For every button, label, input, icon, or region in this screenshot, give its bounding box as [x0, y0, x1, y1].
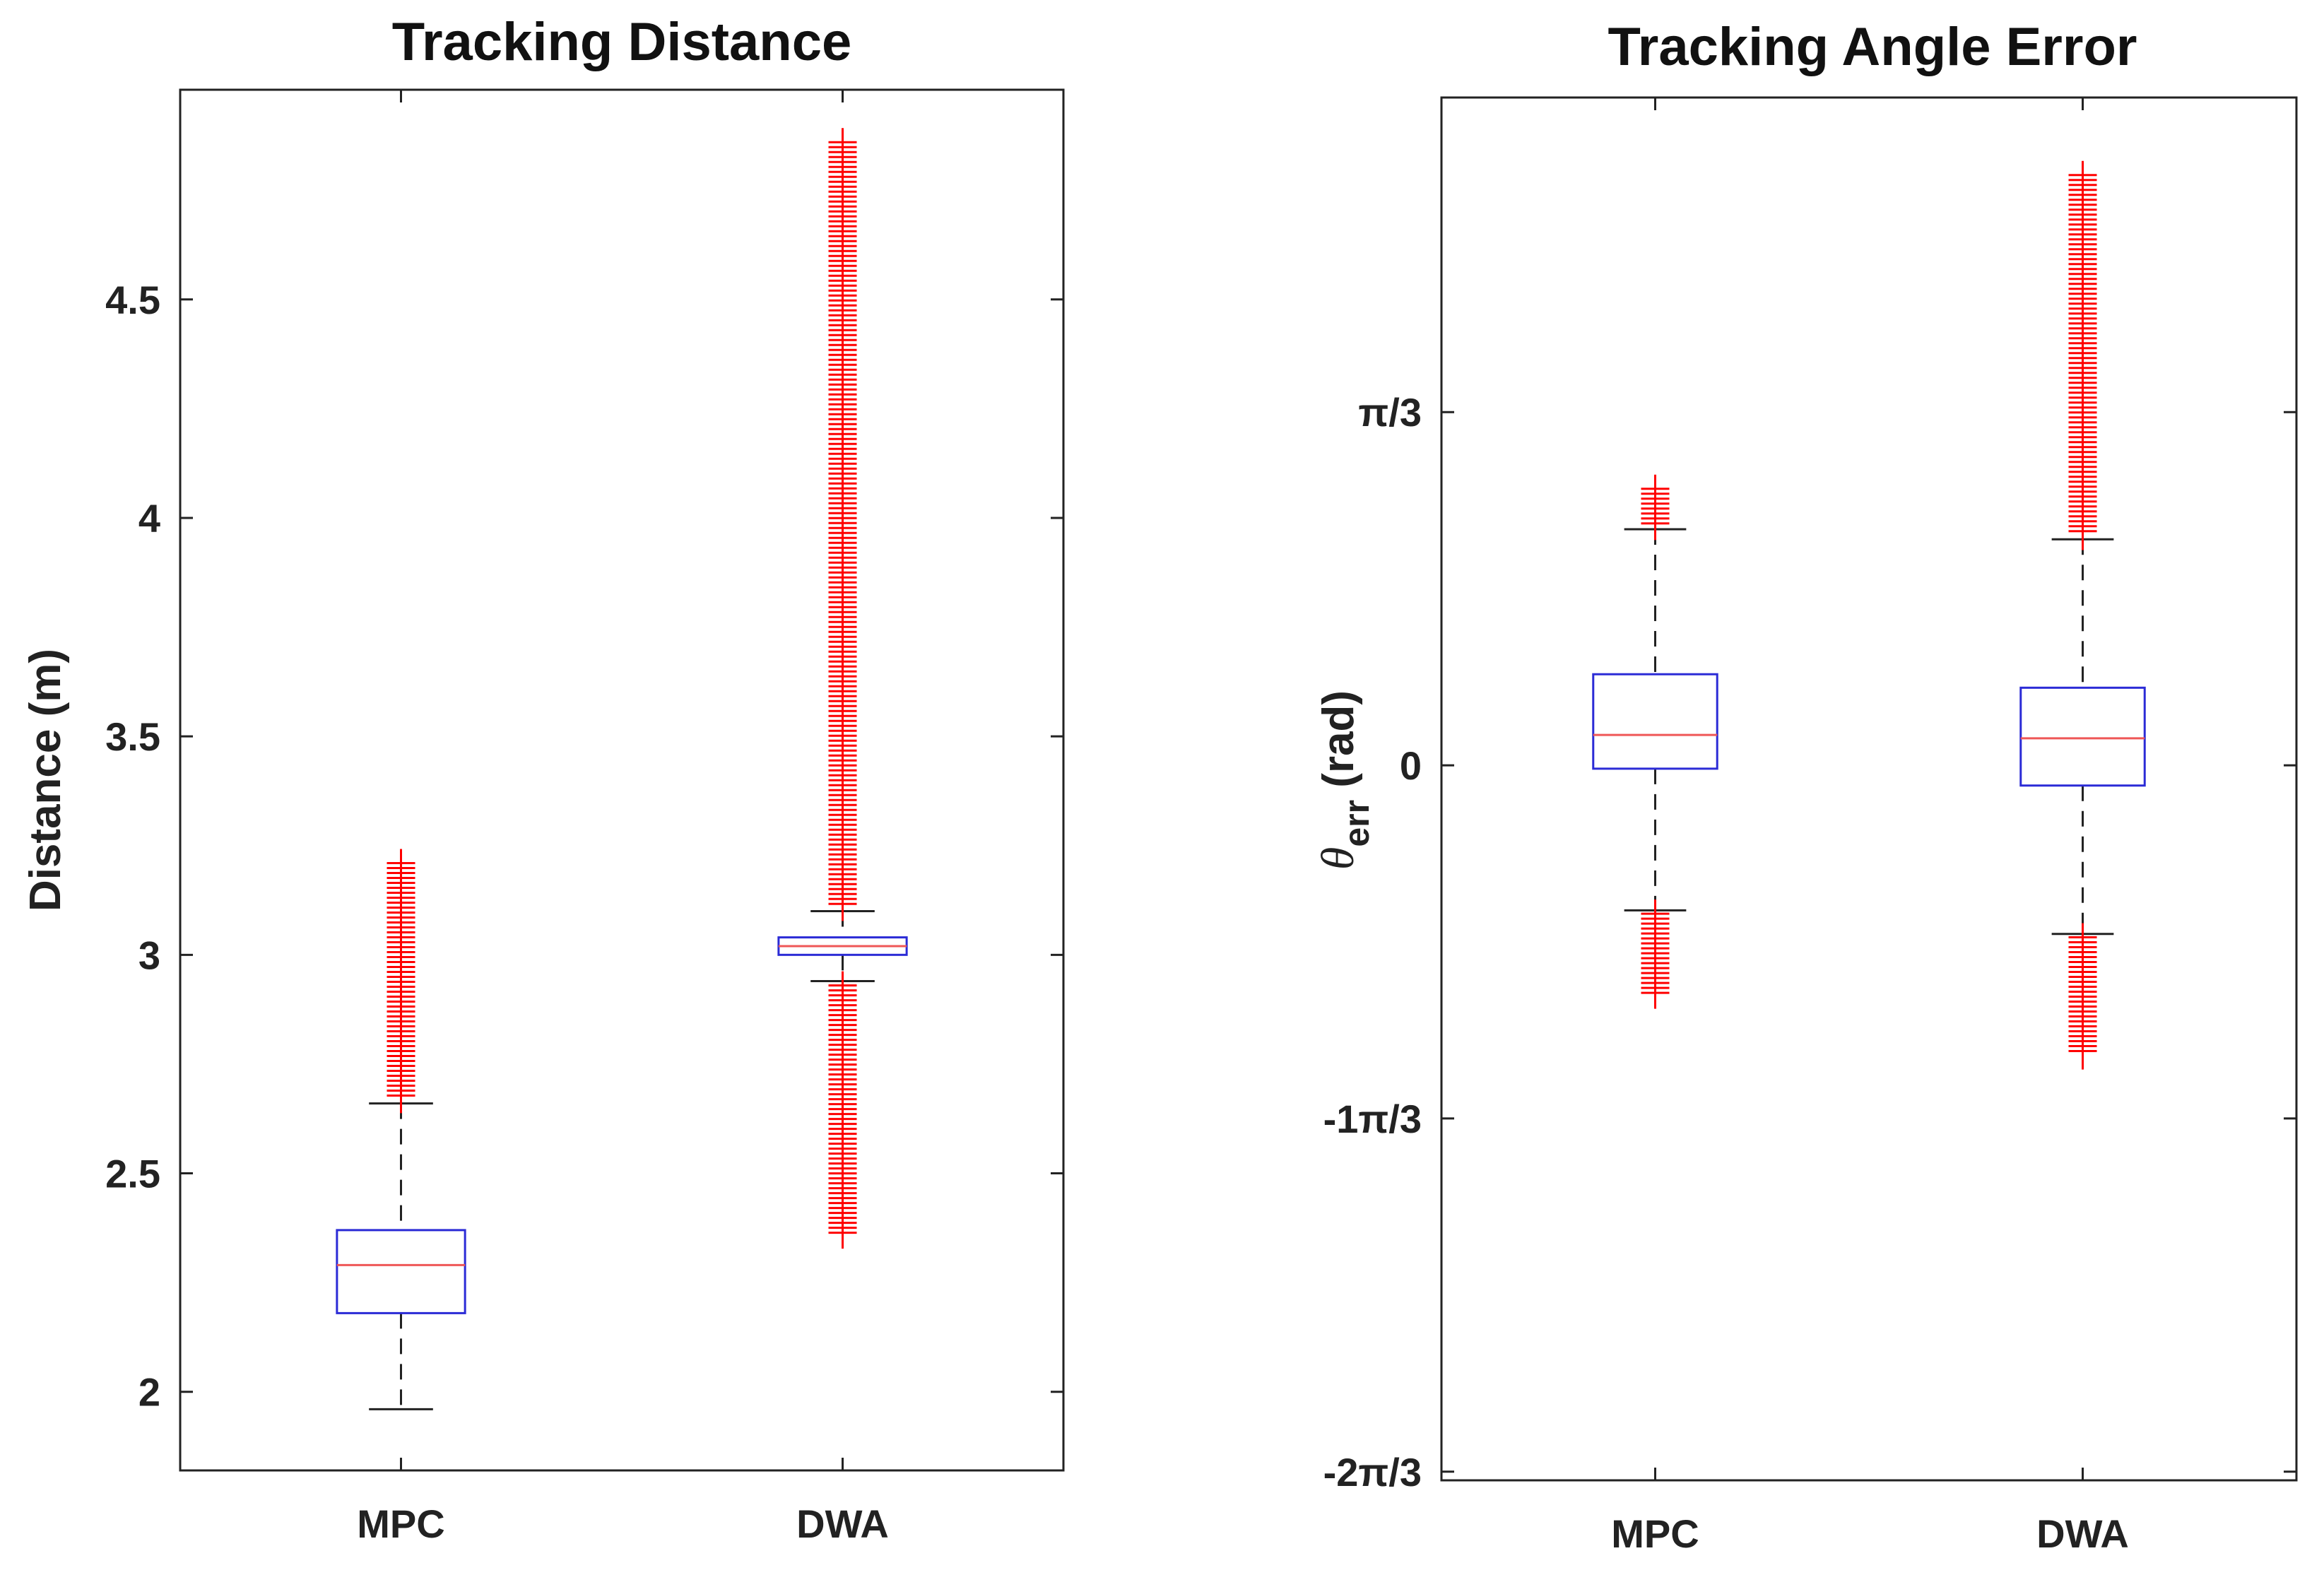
box-mpc [1592, 474, 1718, 1009]
y-ticks: 2 2.5 3 3.5 4 4.5 [105, 278, 1063, 1415]
panel-tracking-angle-error: Tracking Angle Error θerr (rad) -2π/3 -1π… [1312, 17, 2298, 1556]
y-tick-label: 4.5 [105, 278, 160, 322]
svg-text:θerr (rad): θerr (rad) [1312, 690, 1376, 870]
y-ticks: -2π/3 -1π/3 0 π/3 [1323, 390, 2296, 1494]
y-axis-label-distance: Distance (m) [21, 649, 70, 912]
y-tick-label: 2.5 [105, 1152, 160, 1196]
x-ticks: MPC DWA [357, 90, 889, 1546]
y-tick-label: 3.5 [105, 714, 160, 759]
outliers-high [828, 128, 857, 921]
boxes [336, 128, 908, 1410]
y-axis-label-subscript: err [1337, 800, 1376, 847]
panel-tracking-distance: Tracking Distance Distance (m) 2 2.5 3 3.5 4… [21, 12, 1065, 1546]
y-tick-label: 0 [1400, 743, 1422, 788]
outliers-low [828, 971, 857, 1249]
x-tick-label-mpc: MPC [1611, 1511, 1699, 1556]
outliers-low [2068, 923, 2097, 1070]
y-tick-label: 4 [138, 496, 160, 541]
y-tick-label: π/3 [1358, 390, 1422, 435]
iqr-box [2019, 686, 2146, 787]
outliers-low [1641, 899, 1670, 1009]
outliers-high [2068, 160, 2097, 550]
outliers-high [387, 849, 415, 1114]
box-dwa [2019, 160, 2146, 1070]
y-tick-label: 3 [138, 933, 160, 977]
iqr-box [1592, 673, 1718, 770]
x-tick-label-dwa: DWA [2036, 1511, 2129, 1556]
y-tick-label: -1π/3 [1323, 1097, 1422, 1141]
chart-title-tracking-angle-error: Tracking Angle Error [1608, 17, 2137, 77]
x-tick-label-dwa: DWA [796, 1502, 889, 1546]
iqr-box [336, 1229, 466, 1314]
y-axis-label-symbol: θ [1312, 847, 1364, 870]
y-axis-label-theta-err: θerr (rad) [1312, 690, 1376, 870]
outliers-high [1641, 474, 1670, 541]
boxes [1592, 160, 2146, 1070]
plot-area-frame [179, 88, 1065, 1472]
y-axis-label-unit: (rad) [1314, 690, 1363, 800]
x-tick-label-mpc: MPC [357, 1502, 444, 1546]
chart-title-tracking-distance: Tracking Distance [392, 12, 852, 72]
y-tick-label: 2 [138, 1370, 160, 1415]
box-dwa [777, 128, 908, 1249]
plot-area-frame [1440, 96, 2298, 1482]
y-tick-label: -2π/3 [1323, 1450, 1422, 1494]
x-ticks: MPC DWA [1611, 98, 2129, 1556]
box-mpc [336, 849, 466, 1410]
